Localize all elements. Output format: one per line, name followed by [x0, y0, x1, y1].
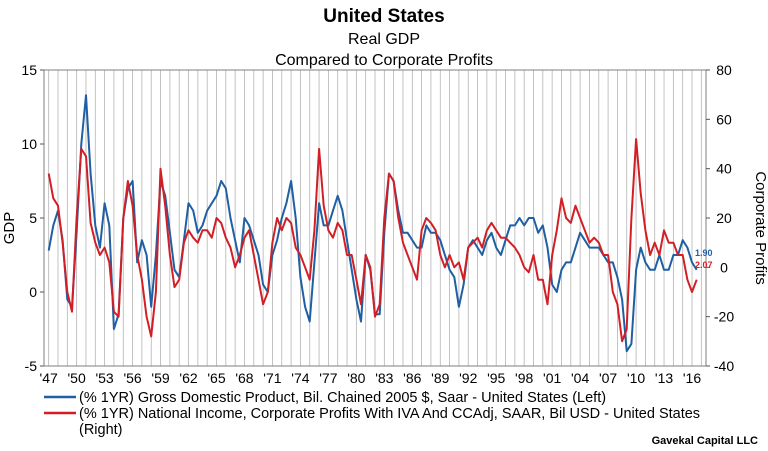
right-axis-label: Corporate Profits	[752, 171, 768, 284]
end-label-gdp: 1.90	[695, 248, 713, 258]
left-tick-label: 10	[21, 136, 37, 152]
series-end-labels: 1.90 2.07	[695, 248, 713, 270]
right-tick-label: -20	[714, 309, 734, 325]
x-tick-label: '92	[459, 370, 477, 386]
chart-title: United States	[323, 6, 444, 27]
vertical-gridlines	[48, 70, 702, 366]
right-axis: 80 60 40 20 0 -20 -40	[706, 62, 734, 374]
x-tick-label: '98	[515, 370, 533, 386]
x-tick-label: '50	[68, 370, 86, 386]
x-tick-label: '95	[487, 370, 505, 386]
x-tick-label: '71	[263, 370, 281, 386]
chart-subtitle-1: Real GDP	[348, 31, 420, 48]
legend-label-profits-line1: (% 1YR) National Income, Corporate Profi…	[79, 406, 700, 422]
x-tick-label: '59	[151, 370, 169, 386]
legend-label-profits-line2: (Right)	[79, 422, 123, 438]
x-tick-label: '01	[543, 370, 561, 386]
right-tick-label: 20	[716, 210, 732, 226]
series-lines	[47, 94, 698, 353]
x-tick-label: '04	[571, 370, 589, 386]
legend: (% 1YR) Gross Domestic Product, Bil. Cha…	[44, 390, 704, 438]
x-tick-label: '77	[319, 370, 337, 386]
right-tick-label: -40	[714, 358, 734, 374]
x-tick-label: '53	[95, 370, 113, 386]
x-tick-label: '47	[40, 370, 58, 386]
series-line-corporate-profits	[47, 138, 698, 343]
x-tick-label: '65	[207, 370, 225, 386]
left-axis-label: GDP	[1, 212, 18, 245]
left-tick-label: 15	[21, 62, 37, 78]
x-tick-label: '86	[403, 370, 421, 386]
x-axis: '47 '50 '53 '56 '59 '62 '65 '68 '71 '74 '77 '80 '83 '…	[40, 370, 702, 386]
left-tick-label: -5	[25, 358, 38, 374]
chart-subtitle-2: Compared to Corporate Profits	[275, 52, 493, 69]
left-tick-label: 0	[29, 284, 37, 300]
left-axis: 15 10 5 0 -5	[21, 62, 44, 374]
x-tick-label: '56	[123, 370, 141, 386]
credit: Gavekal Capital LLC	[652, 435, 758, 447]
x-tick-label: '68	[235, 370, 253, 386]
x-tick-label: '80	[347, 370, 365, 386]
x-tick-label: '89	[431, 370, 449, 386]
right-tick-label: 40	[716, 161, 732, 177]
x-tick-label: '13	[655, 370, 673, 386]
right-tick-label: 80	[716, 62, 732, 78]
legend-label-gdp: (% 1YR) Gross Domestic Product, Bil. Cha…	[79, 390, 606, 406]
legend-label-profits: (% 1YR) National Income, Corporate Profi…	[79, 406, 704, 438]
left-tick-label: 5	[29, 210, 37, 226]
right-tick-label: 60	[716, 111, 732, 127]
x-tick-label: '10	[627, 370, 645, 386]
x-tick-label: '62	[179, 370, 197, 386]
end-label-corporate-profits: 2.07	[695, 260, 713, 270]
x-tick-label: '74	[291, 370, 309, 386]
right-tick-label: 0	[720, 259, 728, 275]
x-tick-label: '16	[683, 370, 701, 386]
x-tick-label: '83	[375, 370, 393, 386]
x-tick-label: '07	[599, 370, 617, 386]
